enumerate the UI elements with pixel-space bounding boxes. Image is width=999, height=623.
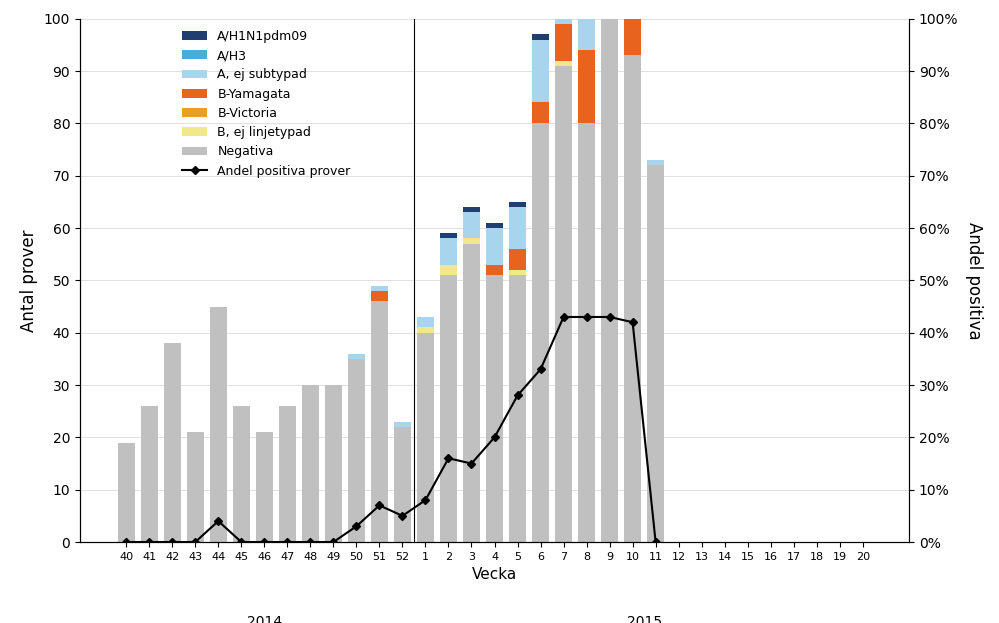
Bar: [371, 291, 388, 302]
Bar: [531, 102, 549, 123]
Bar: [486, 265, 503, 275]
Bar: [417, 328, 435, 333]
Bar: [463, 207, 481, 212]
Bar: [417, 333, 435, 542]
Bar: [118, 442, 135, 542]
Bar: [325, 385, 342, 542]
Text: 2015: 2015: [626, 616, 661, 623]
Bar: [348, 359, 365, 542]
Bar: [601, 0, 618, 19]
Bar: [578, 50, 595, 123]
Bar: [624, 0, 641, 14]
Bar: [463, 239, 481, 244]
Bar: [508, 207, 526, 249]
Bar: [647, 160, 664, 165]
Bar: [256, 432, 273, 542]
Bar: [279, 406, 296, 542]
Bar: [486, 223, 503, 228]
Text: 2014: 2014: [247, 616, 282, 623]
Bar: [463, 244, 481, 542]
Bar: [554, 66, 572, 542]
Bar: [371, 302, 388, 542]
Bar: [486, 275, 503, 542]
Bar: [578, 123, 595, 542]
Bar: [486, 228, 503, 265]
Bar: [531, 40, 549, 102]
Bar: [210, 307, 227, 542]
Bar: [508, 270, 526, 275]
Bar: [233, 406, 250, 542]
Bar: [554, 24, 572, 60]
Bar: [440, 239, 458, 265]
Bar: [187, 432, 204, 542]
Bar: [531, 123, 549, 542]
Bar: [601, 19, 618, 542]
Y-axis label: Andel positiva: Andel positiva: [965, 222, 983, 339]
Bar: [508, 275, 526, 542]
Bar: [371, 285, 388, 291]
Bar: [647, 165, 664, 542]
Bar: [440, 265, 458, 275]
Bar: [394, 422, 411, 427]
Bar: [394, 427, 411, 542]
Bar: [141, 406, 158, 542]
Bar: [463, 212, 481, 239]
Bar: [164, 343, 181, 542]
Bar: [508, 202, 526, 207]
Bar: [624, 55, 641, 542]
Bar: [578, 0, 595, 50]
Legend: A/H1N1pdm09, A/H3, A, ej subtypad, B-Yamagata, B-Victoria, B, ej linjetypad, Neg: A/H1N1pdm09, A/H3, A, ej subtypad, B-Yam…: [178, 25, 356, 183]
Y-axis label: Antal prover: Antal prover: [20, 229, 38, 331]
Bar: [348, 354, 365, 359]
Bar: [440, 275, 458, 542]
Bar: [624, 14, 641, 55]
Bar: [302, 385, 319, 542]
Bar: [417, 317, 435, 328]
Bar: [554, 0, 572, 24]
Bar: [440, 233, 458, 239]
Bar: [554, 60, 572, 66]
Bar: [508, 249, 526, 270]
X-axis label: Vecka: Vecka: [472, 568, 517, 583]
Bar: [531, 34, 549, 40]
